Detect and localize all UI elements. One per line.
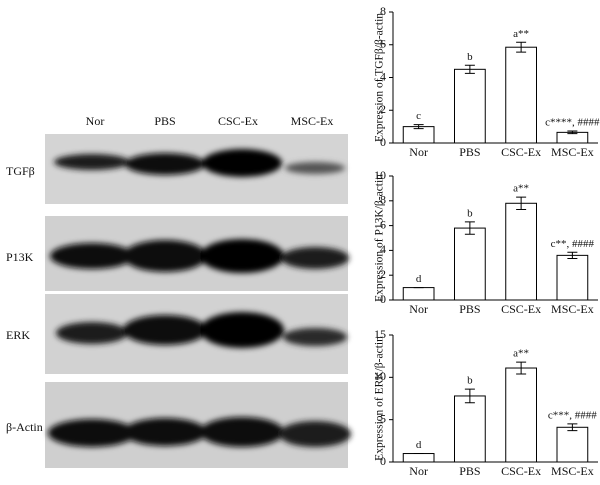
annotation: a**: [513, 28, 529, 40]
x-tick-label: Nor: [409, 464, 428, 478]
y-tick-label: 4: [380, 242, 386, 256]
blot-bands: [48, 149, 351, 447]
bar: [402, 453, 435, 463]
bar: [505, 46, 537, 144]
error-bar: [516, 361, 527, 375]
y-tick-label: 5: [380, 411, 386, 425]
bar: [402, 287, 435, 301]
error-bar: [567, 251, 578, 259]
annotation: b: [467, 207, 473, 219]
y-axis-label: Expression of P13K/β-actin: [374, 174, 386, 302]
row-label: TGFβ: [6, 164, 35, 178]
y-tick-label: 2: [380, 267, 386, 281]
x-tick-label: CSC-Ex: [501, 302, 541, 316]
y-tick-label: 10: [374, 168, 386, 182]
error-bar: [464, 388, 475, 404]
lane-label: Nor: [86, 114, 105, 128]
y-tick-label: 0: [380, 135, 386, 149]
bar: [556, 426, 589, 463]
bar: [454, 227, 486, 301]
annotation: a**: [513, 183, 529, 195]
error-bar: [413, 124, 424, 130]
annotation: b: [467, 51, 473, 63]
blot-panels: [45, 134, 351, 468]
annotation: d: [416, 439, 422, 451]
x-tick-label: MSC-Ex: [551, 145, 594, 159]
error-bar: [567, 130, 578, 135]
y-tick-label: 8: [380, 193, 386, 207]
x-tick-label: CSC-Ex: [501, 145, 541, 159]
y-tick-label: 4: [380, 69, 386, 83]
bar: [505, 367, 537, 463]
y-axis-label: Expression of ERK/β-actin: [374, 336, 386, 461]
lane-label: MSC-Ex: [291, 114, 334, 128]
x-tick-label: Nor: [409, 302, 428, 316]
x-tick-label: CSC-Ex: [501, 464, 541, 478]
annotation: b: [467, 375, 473, 387]
y-tick-label: 0: [380, 454, 386, 468]
bar: [556, 254, 589, 301]
annotation: c****, ####: [545, 117, 600, 129]
y-tick-label: 15: [374, 327, 386, 341]
annotation: c**, ####: [551, 238, 595, 250]
bar: [454, 68, 486, 144]
lane-label: CSC-Ex: [218, 114, 258, 128]
row-label: β-Actin: [6, 420, 43, 434]
lane-label: PBS: [154, 114, 175, 128]
bar: [505, 202, 537, 301]
annotation: d: [416, 273, 422, 285]
y-tick-label: 0: [380, 292, 386, 306]
error-bar: [516, 196, 527, 210]
x-tick-label: PBS: [459, 145, 480, 159]
y-tick-label: 8: [380, 4, 386, 18]
error-bar: [464, 221, 475, 235]
y-axis-label: Expression of TGFβ/β-actin: [374, 13, 386, 142]
y-tick-label: 6: [380, 217, 386, 231]
y-tick-label: 2: [380, 102, 386, 116]
x-tick-label: Nor: [409, 145, 428, 159]
x-tick-label: PBS: [459, 464, 480, 478]
error-bar: [516, 41, 527, 53]
row-label: P13K: [6, 250, 34, 264]
x-tick-label: MSC-Ex: [551, 464, 594, 478]
error-bar: [567, 423, 578, 432]
x-tick-label: MSC-Ex: [551, 302, 594, 316]
annotation: c***, ####: [548, 409, 597, 421]
bar: [454, 395, 486, 463]
row-label: ERK: [6, 328, 30, 342]
error-bar: [464, 64, 475, 74]
x-tick-label: PBS: [459, 302, 480, 316]
annotation: c: [416, 110, 421, 122]
annotation: a**: [513, 348, 529, 360]
y-tick-label: 10: [374, 369, 386, 383]
y-tick-label: 6: [380, 37, 386, 51]
